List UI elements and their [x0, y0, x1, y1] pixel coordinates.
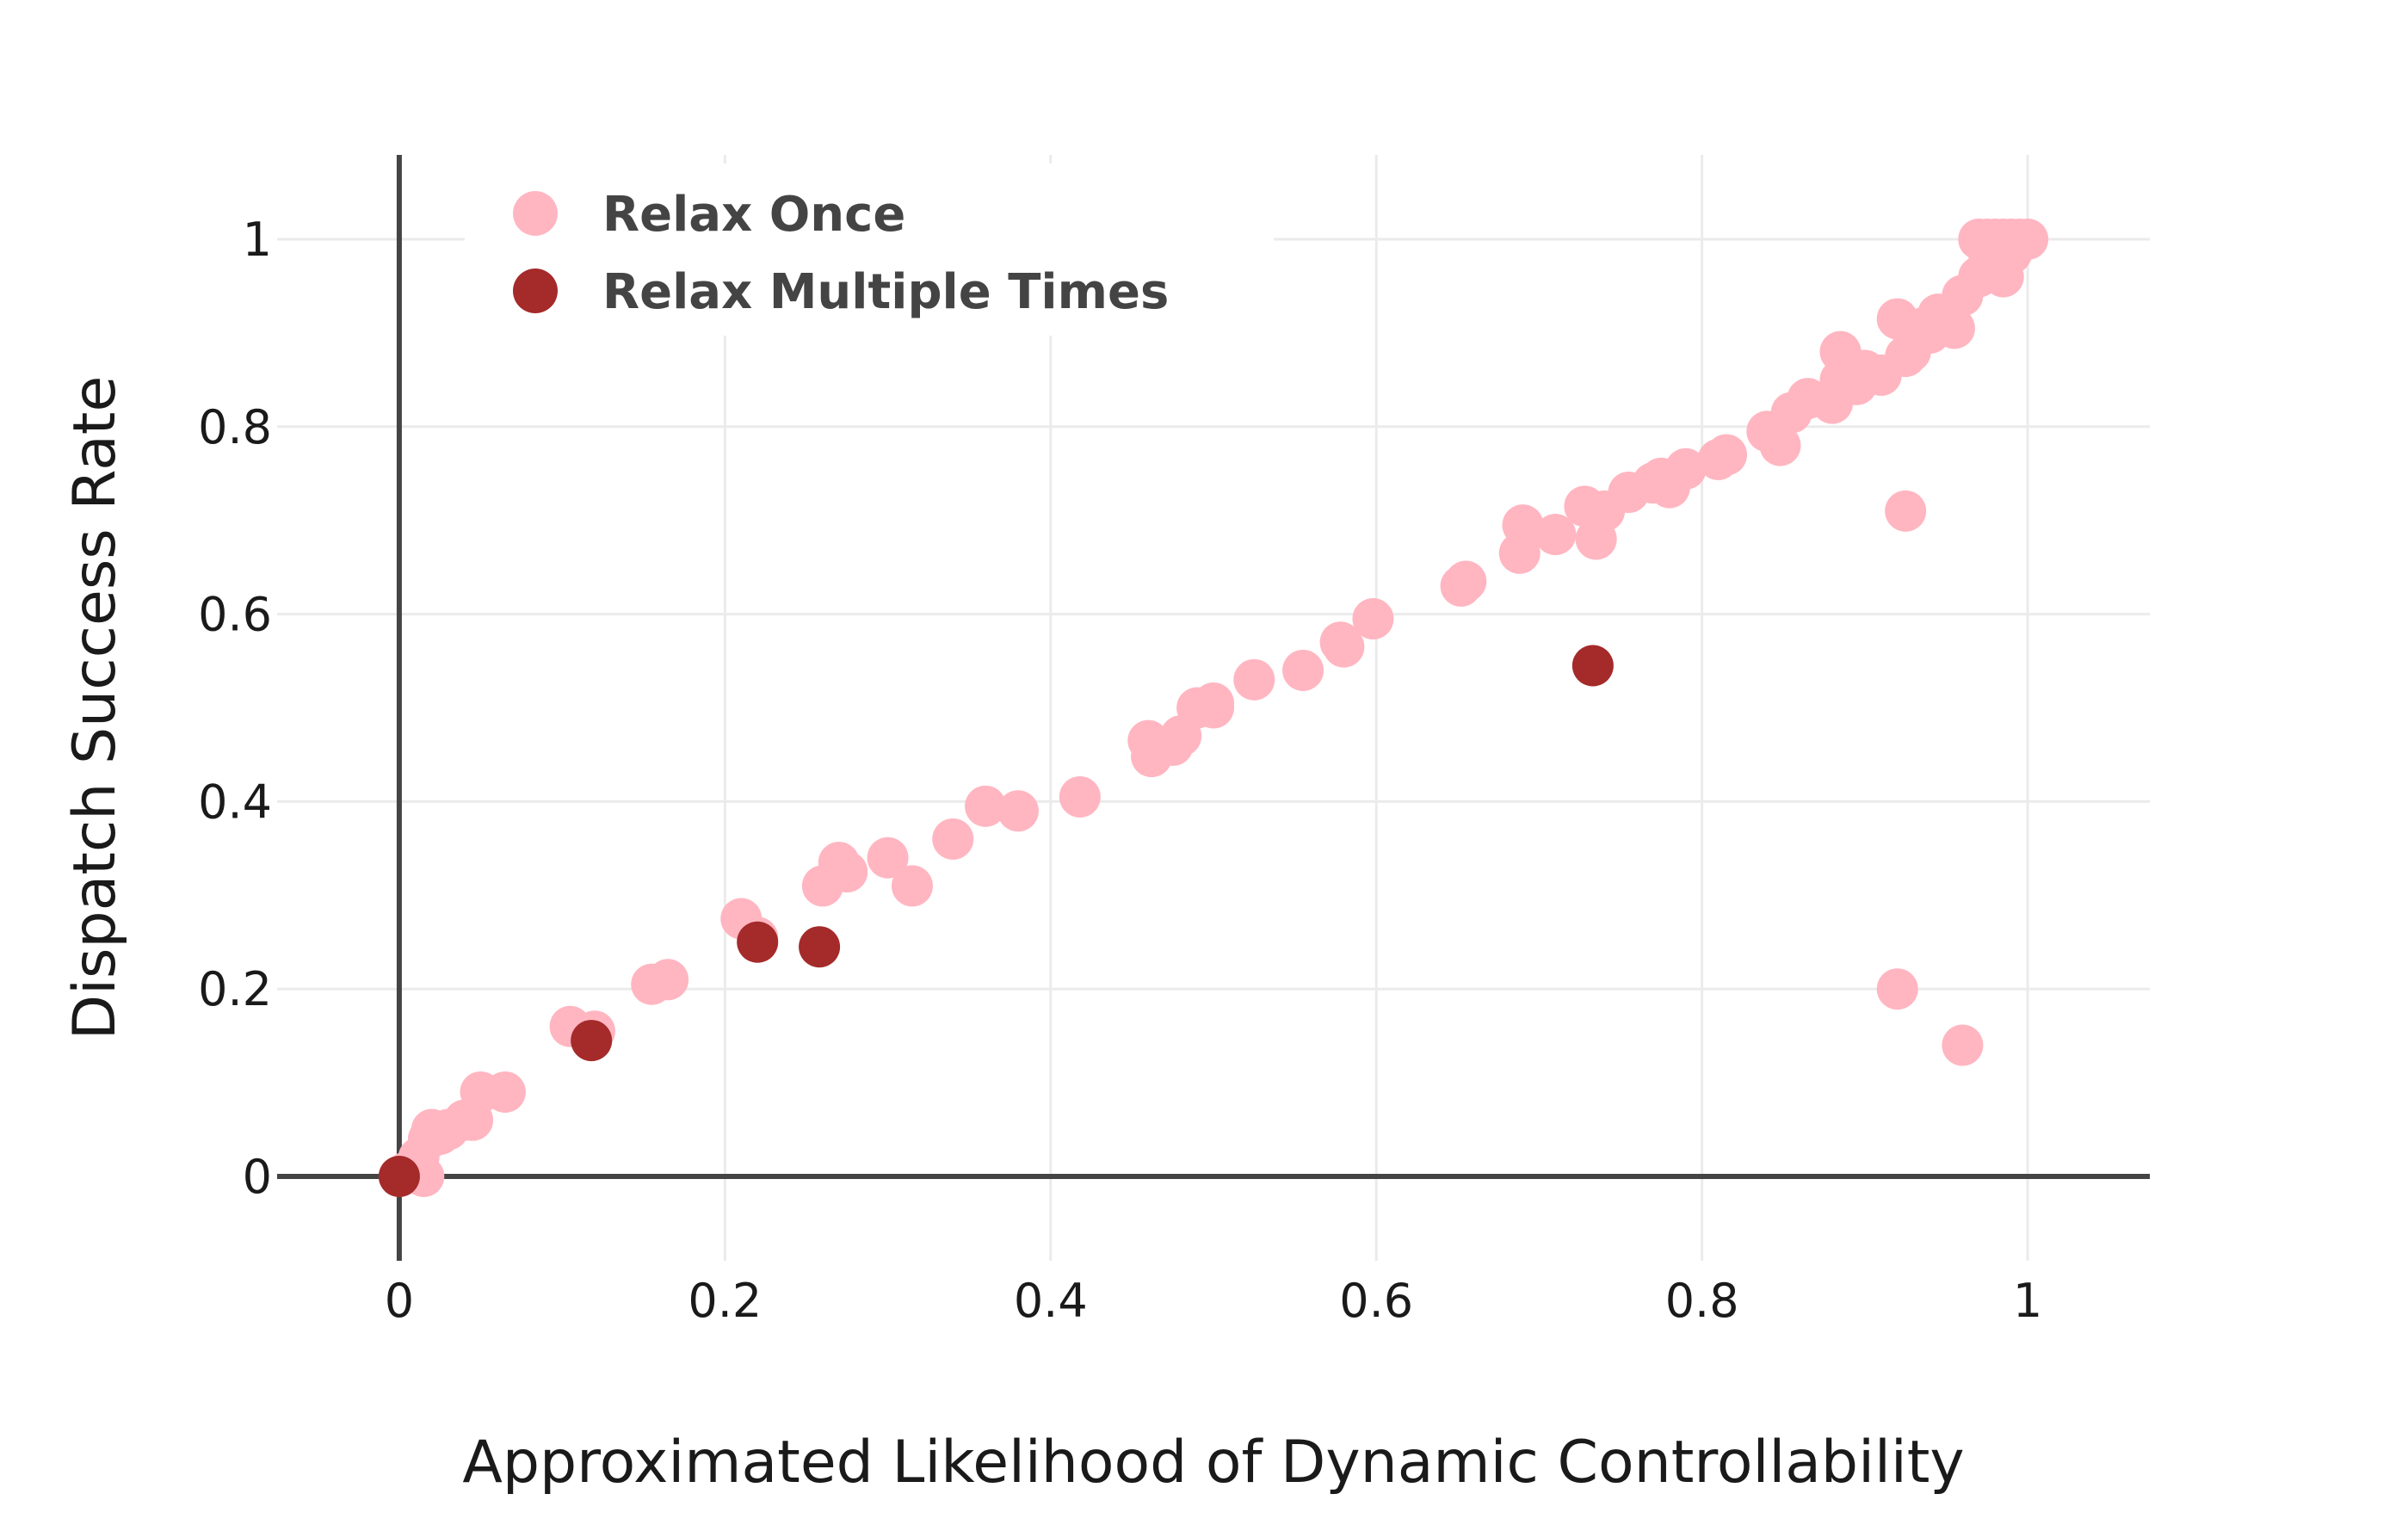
data-point [1193, 687, 1234, 729]
data-point [932, 818, 974, 860]
data-point [891, 865, 933, 907]
y-tick-label: 0.6 [198, 588, 272, 642]
series-1-points [378, 645, 1614, 1197]
gridlines [277, 155, 2150, 1261]
data-point [799, 926, 841, 968]
data-point [1664, 448, 1707, 490]
legend-background [465, 164, 1274, 336]
data-point [1571, 645, 1614, 687]
x-tick-label: 0.6 [1339, 1274, 1413, 1328]
x-tick-label: 0 [385, 1274, 414, 1328]
y-tick-label: 0 [243, 1150, 272, 1204]
data-point [1876, 968, 1918, 1010]
legend-label: Relax Multiple Times [602, 264, 1169, 320]
y-tick-label: 1 [243, 213, 272, 267]
data-point [647, 959, 689, 1001]
data-point [997, 790, 1039, 832]
data-point [484, 1071, 526, 1113]
series-0-points [378, 219, 2049, 1197]
data-point [867, 836, 909, 879]
x-axis-title: Approximated Likelihood of Dynamic Contr… [462, 1429, 1964, 1497]
y-tick-label: 0.8 [198, 400, 272, 454]
x-tick-label: 0.2 [688, 1274, 762, 1328]
data-point [1059, 775, 1101, 818]
y-tick-label: 0.2 [198, 962, 272, 1016]
x-tick-label: 1 [2013, 1274, 2042, 1328]
data-point [2007, 219, 2049, 261]
legend: Relax Once Relax Multiple Times [465, 164, 1274, 336]
data-point [1534, 514, 1577, 556]
y-tick-label: 0.4 [198, 775, 272, 829]
data-point [826, 851, 868, 893]
legend-label: Relax Once [602, 187, 905, 243]
legend-marker [513, 269, 558, 313]
x-tick-label: 0.8 [1665, 1274, 1739, 1328]
data-point [1352, 598, 1394, 640]
data-point [1933, 307, 1975, 349]
data-point [1233, 658, 1275, 701]
data-point [1502, 504, 1544, 546]
data-point [1445, 560, 1487, 602]
data-point [1942, 1024, 1984, 1066]
y-axis-title: Dispatch Success Rate [61, 376, 129, 1040]
x-tick-labels: 0 0.2 0.4 0.6 0.8 1 [385, 1274, 2043, 1328]
data-point [378, 1155, 420, 1197]
data-point [1706, 434, 1748, 476]
data-point [571, 1020, 613, 1062]
data-point [1885, 490, 1927, 532]
legend-marker [513, 191, 558, 236]
data-point [1323, 626, 1365, 668]
x-tick-label: 0.4 [1014, 1274, 1088, 1328]
data-point [965, 785, 1007, 827]
data-point [1282, 649, 1324, 691]
y-tick-labels: 0 0.2 0.4 0.6 0.8 1 [198, 213, 272, 1204]
data-point [737, 921, 779, 963]
data-point [1759, 424, 1801, 466]
